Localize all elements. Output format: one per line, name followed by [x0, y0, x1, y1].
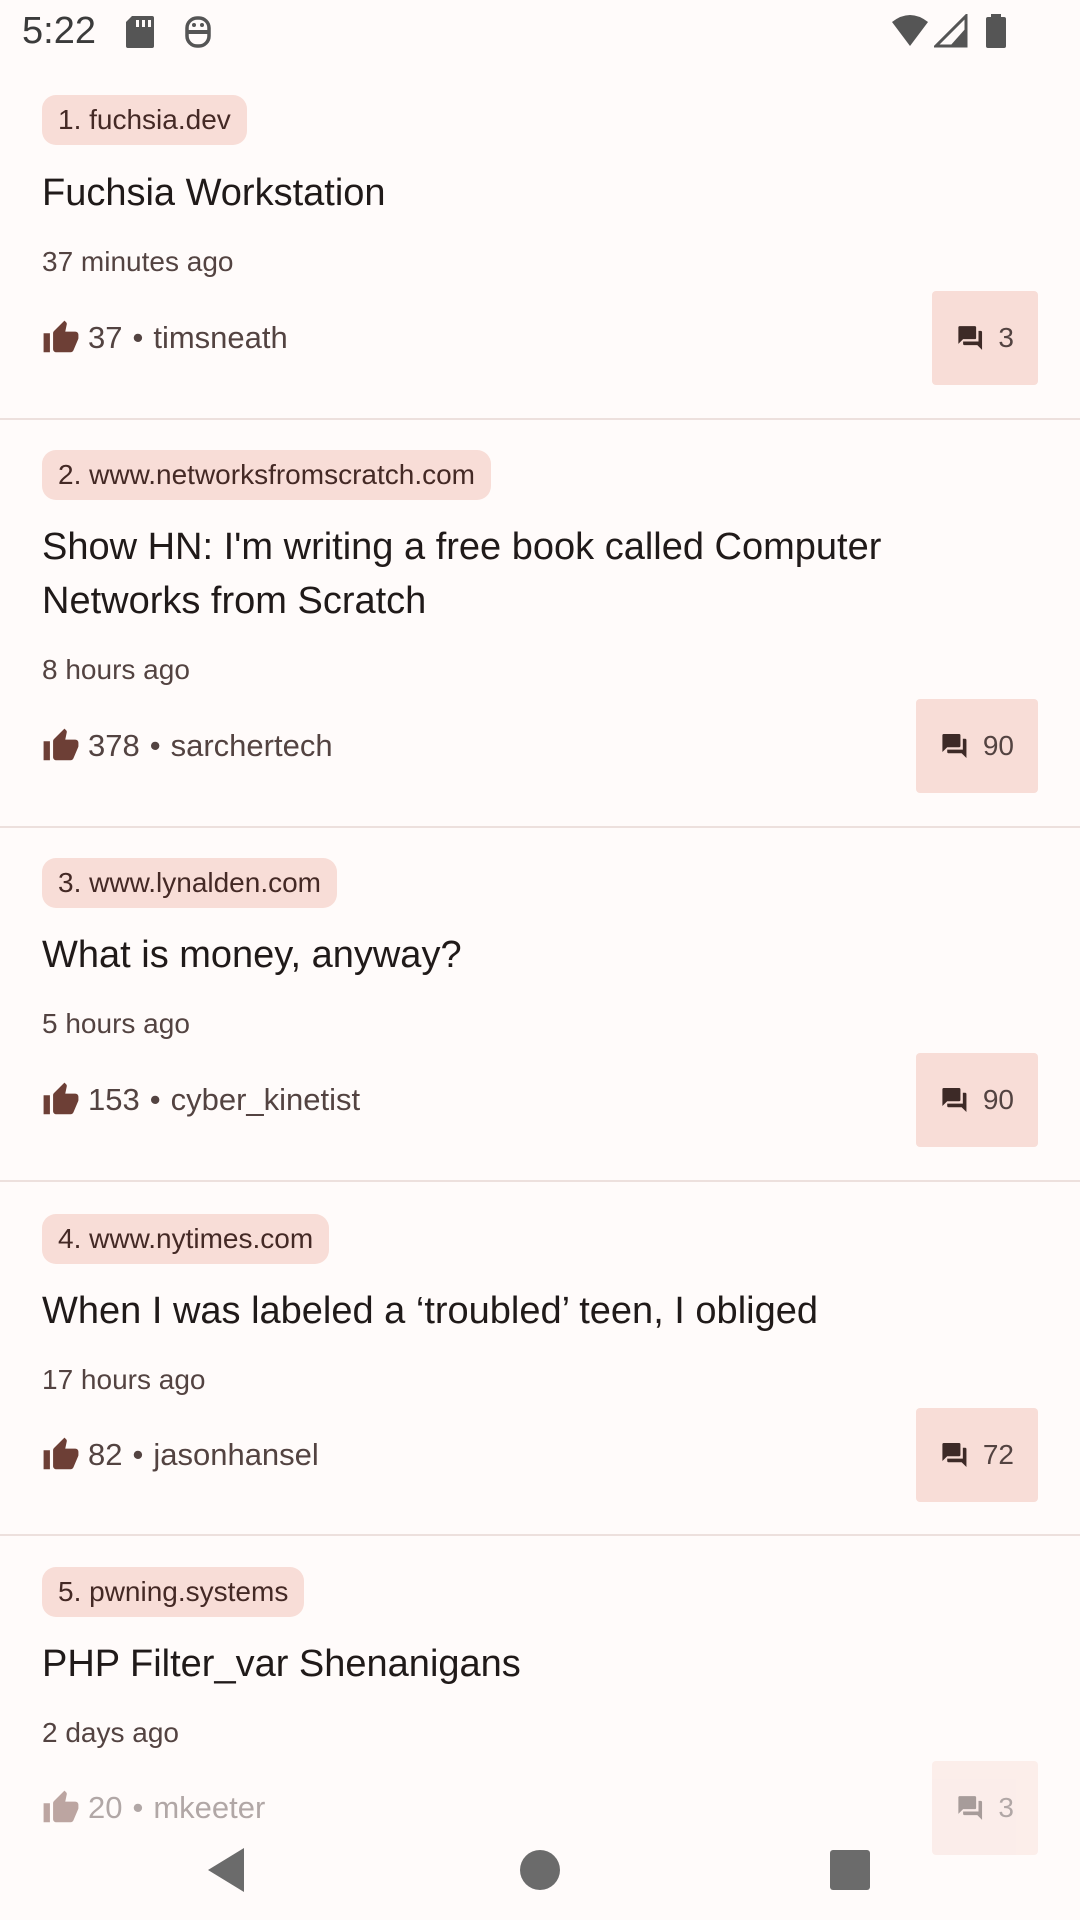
recents-button[interactable] [814, 1834, 886, 1906]
sd-card-icon [124, 14, 156, 55]
points-count: 153 [88, 1082, 140, 1117]
story-time: 8 hours ago [42, 654, 190, 685]
story-title[interactable]: When I was labeled a ‘troubled’ teen, I … [42, 1290, 818, 1332]
forum-icon [942, 733, 967, 759]
story-meta: 153 • cyber_kinetist [42, 1080, 360, 1120]
home-button[interactable] [504, 1834, 576, 1906]
forum-icon [958, 1796, 983, 1820]
status-bar: 5:22 [0, 0, 1080, 64]
points-count: 37 [88, 320, 123, 355]
story-time: 37 minutes ago [42, 246, 234, 277]
story-title[interactable]: PHP Filter_var Shenanigans [42, 1643, 521, 1685]
author-name[interactable]: mkeeter [153, 1790, 266, 1825]
points-count: 20 [88, 1790, 123, 1825]
story-meta: 37 • timsneath [42, 318, 288, 358]
story-item[interactable]: 2. www.networksfromscratch.com Show HN: … [0, 420, 1080, 828]
meta-separator: • [149, 1082, 161, 1117]
story-list: 1. fuchsia.dev Fuchsia Workstation 37 mi… [0, 64, 1080, 1896]
thumb-up-icon[interactable] [42, 1081, 80, 1119]
thumb-up-icon[interactable] [42, 727, 80, 765]
story-meta: 20 • mkeeter [42, 1788, 265, 1828]
story-item[interactable]: 5. pwning.systems PHP Filter_var Shenani… [0, 1536, 1080, 1896]
story-title[interactable]: Show HN: I'm writing a free book called … [42, 526, 882, 622]
forum-icon [942, 1442, 967, 1468]
comments-count: 90 [982, 1084, 1014, 1115]
back-button[interactable] [190, 1834, 262, 1906]
story-title[interactable]: What is money, anyway? [42, 934, 462, 976]
story-time: 17 hours ago [42, 1364, 206, 1395]
comments-button[interactable]: 3 [932, 291, 1038, 385]
cell-signal-icon [932, 12, 968, 55]
status-time: 5:22 [22, 10, 96, 52]
thumb-up-icon[interactable] [42, 1436, 80, 1474]
thumb-up-icon[interactable] [42, 319, 80, 357]
back-icon [208, 1848, 244, 1892]
home-icon [520, 1850, 560, 1890]
comments-button[interactable]: 90 [916, 1053, 1038, 1147]
rank-domain-chip[interactable]: 2. www.networksfromscratch.com [42, 450, 491, 500]
story-item[interactable]: 4. www.nytimes.com When I was labeled a … [0, 1182, 1080, 1536]
author-name[interactable]: timsneath [153, 320, 288, 355]
story-time: 2 days ago [42, 1717, 179, 1748]
android-debug-icon [182, 14, 214, 55]
system-nav-bar [0, 1820, 1080, 1920]
comments-button[interactable]: 3 [932, 1761, 1038, 1855]
author-name[interactable]: cyber_kinetist [170, 1082, 361, 1117]
meta-separator: • [132, 1437, 144, 1472]
battery-icon [984, 14, 1008, 55]
comments-count: 72 [982, 1439, 1014, 1470]
meta-separator: • [149, 728, 161, 763]
rank-domain-chip[interactable]: 4. www.nytimes.com [42, 1214, 330, 1264]
story-title[interactable]: Fuchsia Workstation [42, 172, 386, 214]
story-meta: 82 • jasonhansel [42, 1435, 319, 1475]
story-time: 5 hours ago [42, 1008, 190, 1039]
meta-separator: • [132, 1790, 144, 1825]
points-count: 82 [88, 1437, 123, 1472]
author-name[interactable]: sarchertech [170, 728, 333, 763]
rank-domain-chip[interactable]: 3. www.lynalden.com [42, 858, 338, 908]
story-item[interactable]: 1. fuchsia.dev Fuchsia Workstation 37 mi… [0, 64, 1080, 420]
forum-icon [958, 326, 983, 350]
points-count: 378 [88, 728, 140, 763]
meta-separator: • [132, 320, 144, 355]
comments-count: 90 [982, 730, 1014, 761]
comments-button[interactable]: 90 [916, 699, 1038, 793]
rank-domain-chip[interactable]: 5. pwning.systems [42, 1567, 305, 1617]
thumb-up-icon[interactable] [42, 1789, 80, 1827]
comments-count: 3 [998, 322, 1014, 353]
forum-icon [942, 1087, 967, 1113]
author-name[interactable]: jasonhansel [153, 1437, 319, 1472]
story-meta: 378 • sarchertech [42, 726, 333, 766]
recents-icon [830, 1850, 870, 1890]
story-item[interactable]: 3. www.lynalden.com What is money, anywa… [0, 828, 1080, 1182]
comments-button[interactable]: 72 [916, 1408, 1038, 1502]
rank-domain-chip[interactable]: 1. fuchsia.dev [42, 95, 247, 145]
wifi-icon [890, 14, 930, 55]
comments-count: 3 [998, 1792, 1014, 1823]
